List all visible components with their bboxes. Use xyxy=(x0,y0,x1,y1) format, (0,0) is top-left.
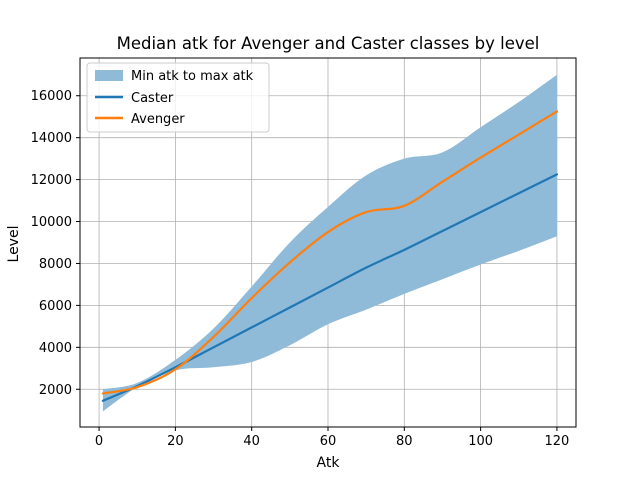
y-tick-label: 6000 xyxy=(39,299,72,314)
legend-label-band: Min atk to max atk xyxy=(131,69,254,84)
range-band-layer xyxy=(102,74,557,412)
y-tick-label: 16000 xyxy=(31,89,72,104)
caster-series-line xyxy=(101,173,559,402)
y-tick-label: 4000 xyxy=(39,341,72,356)
legend-box xyxy=(86,62,270,133)
y-tick-label: 14000 xyxy=(31,131,72,146)
y-axis-title: Level xyxy=(6,226,22,263)
legend-band-swatch xyxy=(95,70,123,81)
y-tick-label: 10000 xyxy=(31,215,72,230)
x-tick-label: 40 xyxy=(243,434,260,449)
x-tick-label: 60 xyxy=(320,434,337,449)
y-axis-ticks: 2000 4000 6000 8000 10000 12000 14000 16000 xyxy=(31,89,80,398)
legend-label-caster: Caster xyxy=(131,91,174,106)
x-axis-ticks: 0 20 40 60 80 100 120 xyxy=(95,427,569,449)
y-tick-label: 12000 xyxy=(31,173,72,188)
chart-title: Median atk for Avenger and Caster classe… xyxy=(117,34,540,53)
x-tick-label: 100 xyxy=(468,434,493,449)
x-tick-label: 120 xyxy=(545,434,570,449)
x-tick-label: 0 xyxy=(95,434,103,449)
min-max-range-band xyxy=(102,74,557,412)
y-tick-label: 8000 xyxy=(39,257,72,272)
x-axis-title: Atk xyxy=(317,455,341,471)
x-tick-label: 80 xyxy=(396,434,413,449)
x-tick-label: 20 xyxy=(167,434,184,449)
series-lines-layer xyxy=(101,110,559,402)
y-tick-label: 2000 xyxy=(39,383,72,398)
avenger-series-line xyxy=(101,110,559,395)
legend: Min atk to max atk Caster Avenger xyxy=(86,62,270,133)
legend-label-avenger: Avenger xyxy=(131,112,185,127)
